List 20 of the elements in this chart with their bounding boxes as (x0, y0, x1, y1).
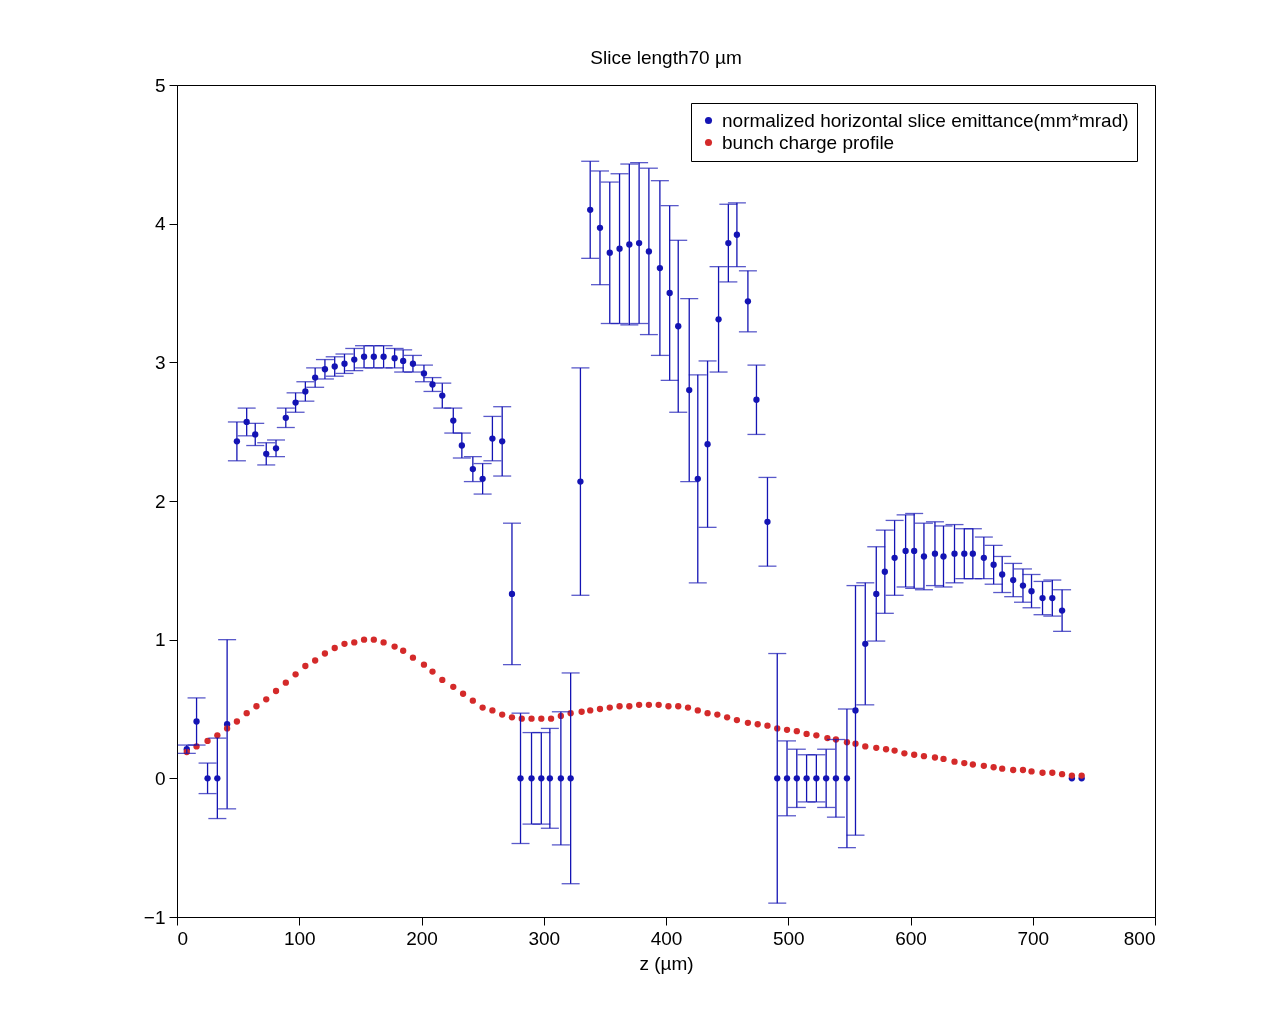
x-tick-label: 300 (528, 927, 561, 949)
x-tick-label: 500 (772, 927, 805, 949)
legend-label: bunch charge profile (722, 131, 895, 153)
x-tick-label: 0 (177, 927, 189, 949)
y-tick-label: 2 (154, 490, 166, 512)
chart-title: Slice length70 µm (590, 47, 742, 68)
x-tick-label: 800 (1123, 927, 1156, 949)
y-tick-label: 0 (154, 767, 166, 789)
x-tick-label: 400 (650, 927, 683, 949)
y-tick-label: 1 (154, 629, 166, 651)
x-axis-title: z (µm) (639, 952, 694, 974)
y-tick-label: 3 (154, 351, 166, 373)
y-tick-label: 5 (154, 74, 166, 96)
y-tick-label: −1 (143, 906, 166, 928)
y-tick-label: 4 (154, 213, 166, 235)
x-tick-label: 200 (406, 927, 438, 949)
x-tick-label: 600 (895, 927, 927, 949)
legend-label: normalized horizontal slice emittance(mm*mrad) (722, 109, 1129, 131)
x-tick-label: 100 (283, 927, 316, 949)
x-tick-label: 700 (1017, 927, 1050, 949)
